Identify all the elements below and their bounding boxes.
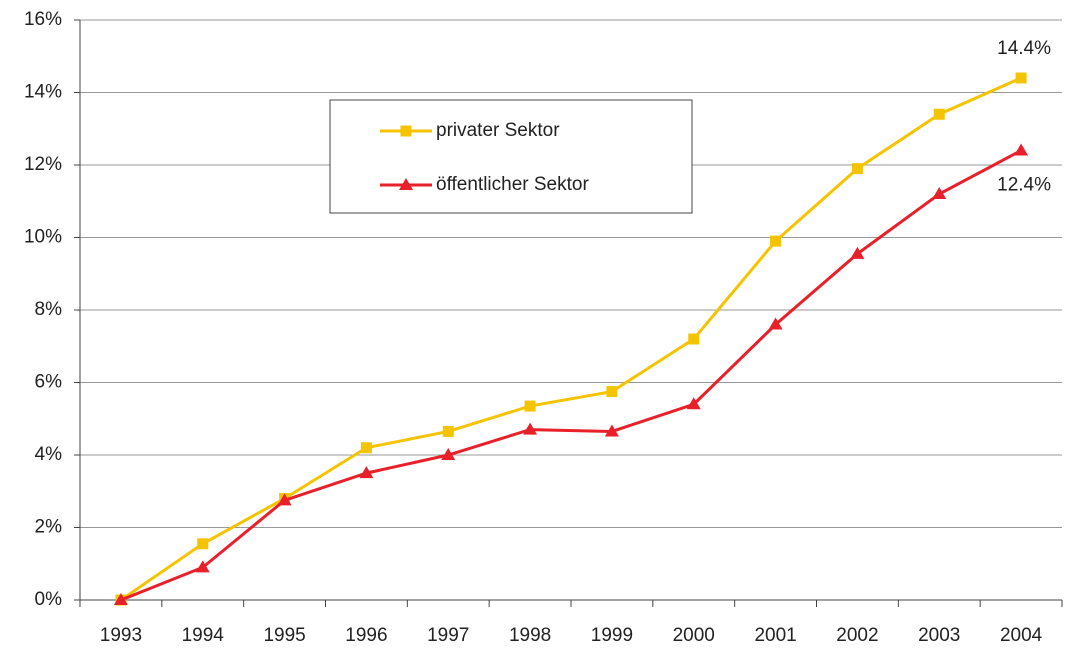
y-tick-label: 10% — [24, 227, 62, 248]
point — [524, 400, 536, 412]
point — [399, 178, 413, 190]
y-tick-label: 2% — [35, 517, 63, 538]
y-tick-label: 8% — [35, 299, 63, 320]
x-tick-label: 1999 — [591, 625, 633, 646]
y-tick-label: 16% — [24, 9, 62, 30]
point — [442, 425, 454, 437]
y-tick-label: 12% — [24, 154, 62, 175]
point — [770, 235, 782, 247]
y-tick-label: 4% — [35, 444, 63, 465]
point — [933, 108, 945, 120]
point — [359, 466, 374, 479]
point — [606, 386, 618, 398]
legend-box — [329, 99, 693, 214]
point — [688, 333, 700, 345]
point — [1015, 72, 1027, 84]
x-tick-label: 1995 — [263, 625, 305, 646]
x-tick-label: 2004 — [1000, 625, 1043, 646]
legend-label: öffentlicher Sektor — [436, 174, 589, 195]
point — [360, 442, 372, 454]
point — [197, 538, 209, 550]
series-line — [120, 76, 1022, 602]
point — [277, 493, 292, 506]
point — [441, 448, 456, 460]
point — [851, 163, 863, 175]
point — [932, 187, 947, 199]
point — [604, 424, 619, 437]
y-tick-label: 14% — [24, 82, 62, 103]
x-tick-label: 1994 — [182, 625, 225, 646]
x-tick-label: 2001 — [754, 625, 796, 646]
x-tick-label: 1993 — [100, 625, 142, 646]
point — [850, 246, 865, 259]
point — [523, 422, 538, 435]
point — [1014, 143, 1029, 156]
point — [195, 560, 210, 573]
x-tick-label: 2003 — [918, 625, 960, 646]
x-tick-label: 1998 — [509, 625, 551, 646]
y-tick-label: 0% — [35, 589, 63, 610]
x-tick-label: 1997 — [427, 625, 469, 646]
x-tick-label: 2002 — [836, 625, 878, 646]
point — [400, 125, 412, 137]
point — [113, 593, 128, 605]
value-label: 12.4% — [997, 175, 1051, 196]
x-tick-label: 2000 — [673, 625, 715, 646]
point — [686, 397, 701, 410]
value-label: 14.4% — [997, 38, 1051, 59]
y-tick-label: 6% — [35, 372, 63, 393]
legend-label: privater Sektor — [436, 120, 560, 141]
series-line — [120, 149, 1022, 602]
point — [768, 317, 783, 330]
x-tick-label: 1996 — [345, 625, 387, 646]
